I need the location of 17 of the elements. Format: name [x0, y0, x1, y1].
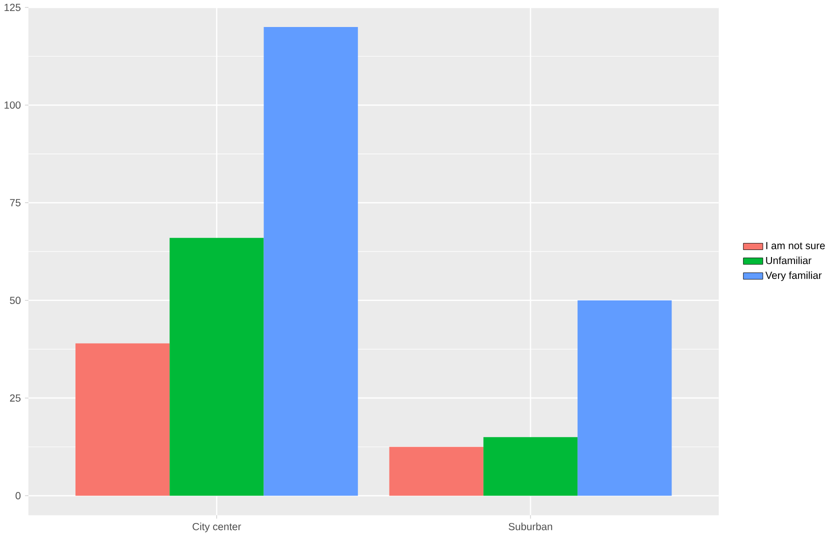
bar [483, 437, 578, 496]
legend-label: Very familiar [765, 271, 822, 281]
y-tick-label: 100 [4, 101, 21, 109]
y-tick-label: 0 [16, 492, 21, 500]
y-tick-label: 125 [4, 4, 21, 12]
bar [578, 300, 672, 496]
y-tick-label: 25 [10, 394, 21, 402]
bar [264, 26, 358, 496]
y-tick-label: 75 [10, 199, 21, 206]
x-tick-label: City center [192, 522, 242, 532]
bar [170, 238, 264, 496]
legend-label: Unfamiliar [766, 256, 812, 264]
y-tick-label: 50 [10, 296, 21, 304]
bar [75, 343, 170, 496]
bar [389, 446, 484, 496]
legend-label: I am not sure [766, 242, 825, 250]
x-tick-label: Suburban [508, 522, 552, 530]
